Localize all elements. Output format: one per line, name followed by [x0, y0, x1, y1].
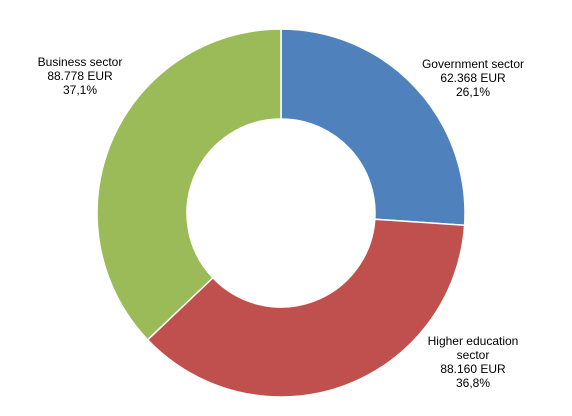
- label-name: Business sector: [37, 55, 123, 69]
- label-percent: 26,1%: [455, 85, 491, 99]
- label-name-cont: sector: [456, 348, 490, 362]
- label-business-sector: Business sector 88.778 EUR 37,1%: [22, 55, 138, 97]
- label-name: Higher education: [427, 334, 519, 348]
- label-value: 88.778 EUR: [47, 69, 113, 83]
- label-percent: 37,1%: [62, 83, 98, 97]
- label-value: 62.368 EUR: [440, 71, 506, 85]
- label-name: Government sector: [421, 57, 525, 71]
- label-higher-education-sector: Higher education sector 88.160 EUR 36,8%: [412, 334, 534, 390]
- label-value: 88.160 EUR: [440, 362, 506, 376]
- label-government-sector: Government sector 62.368 EUR 26,1%: [414, 57, 532, 99]
- slice-government-sector: [280, 28, 466, 227]
- label-percent: 36,8%: [455, 376, 491, 390]
- slice-business-sector: [96, 28, 282, 341]
- slice-higher-education-sector: [146, 218, 466, 398]
